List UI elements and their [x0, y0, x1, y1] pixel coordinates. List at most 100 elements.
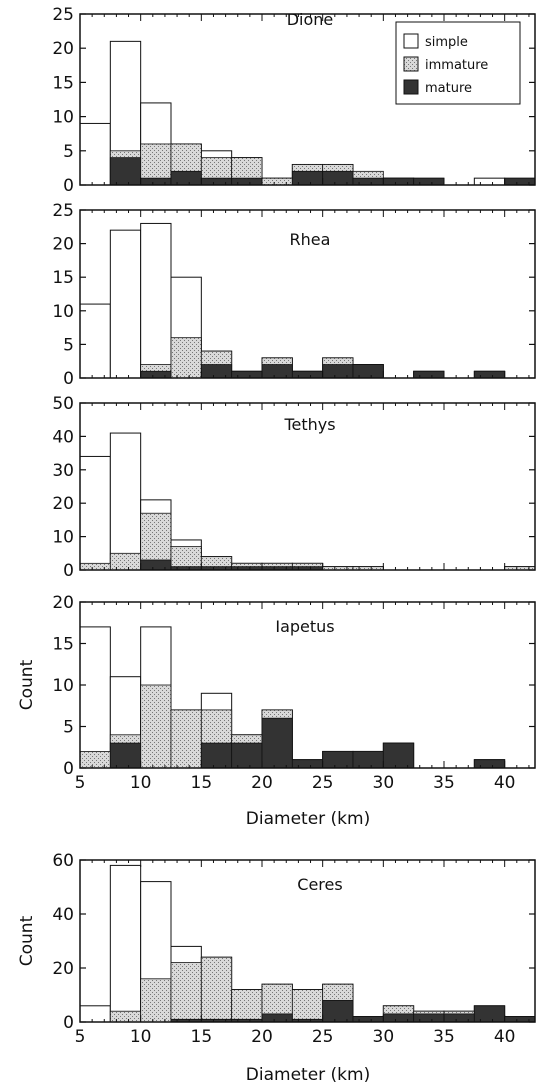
legend-swatch-simple: [403, 33, 419, 49]
y-tick-label: 30: [52, 461, 74, 481]
y-tick-label: 10: [52, 108, 74, 128]
legend: simple immature mature: [395, 21, 521, 105]
plot-frame: [79, 402, 536, 571]
legend-label-immature: immature: [425, 58, 488, 73]
y-tick-label: 20: [52, 235, 74, 255]
bar-immature: [231, 989, 263, 1023]
y-axis-title: Count: [17, 915, 37, 966]
bar-mature: [291, 170, 324, 186]
plot-frame: [79, 13, 536, 186]
x-tick-label: 25: [312, 1027, 334, 1047]
panel-title: Dione: [287, 10, 334, 29]
bar-mature: [473, 759, 506, 769]
bar-mature: [109, 742, 142, 769]
x-tick-label: 20: [251, 1027, 273, 1047]
legend-swatch-mature: [403, 79, 419, 95]
legend-swatch-immature: [403, 56, 419, 72]
bar-immature: [109, 1010, 142, 1023]
x-axis-title: Diameter (km): [246, 1065, 370, 1085]
y-tick-label: 10: [52, 528, 74, 548]
x-tick-label: 40: [494, 773, 516, 793]
bar-simple: [79, 626, 111, 769]
y-tick-label: 5: [63, 142, 74, 162]
x-tick-label: 25: [312, 773, 334, 793]
bar-mature: [231, 742, 263, 769]
bar-mature: [382, 1013, 415, 1023]
bar-mature: [231, 177, 263, 186]
y-tick-label: 0: [63, 1013, 74, 1033]
bar-immature: [170, 709, 202, 769]
legend-label-mature: mature: [425, 81, 472, 96]
bar-simple: [473, 177, 506, 186]
x-tick-label: 5: [75, 773, 86, 793]
bar-simple: [79, 122, 111, 186]
panel-tethys: 0 10 20 30 40 50 Tethys: [52, 394, 536, 581]
x-tick-label: 15: [191, 773, 213, 793]
bar-mature: [352, 751, 384, 769]
bar-mature: [322, 364, 354, 379]
bar-immature: [261, 177, 293, 186]
bar-immature: [79, 751, 111, 769]
bar-mature: [352, 364, 384, 379]
x-tick-label: 20: [251, 773, 273, 793]
y-tick-label: 5: [63, 335, 74, 355]
y-tick-label: 40: [52, 905, 74, 925]
bar-simple: [79, 455, 111, 571]
y-tick-label: 60: [52, 851, 74, 871]
y-tick-label: 5: [63, 718, 74, 738]
bar-mature: [261, 1013, 293, 1023]
y-tick-label: 0: [63, 561, 74, 581]
bar-mature: [473, 1005, 506, 1023]
bar-immature: [170, 962, 202, 1023]
bar-mature: [473, 370, 506, 379]
y-tick-label: 40: [52, 427, 74, 447]
y-tick-label: 0: [63, 176, 74, 196]
bar-mature: [291, 759, 324, 769]
plot-frame: [79, 859, 536, 1023]
bar-mature: [140, 559, 172, 571]
bar-mature: [413, 177, 445, 186]
bar-mature: [322, 170, 354, 186]
y-tick-label: 20: [52, 593, 74, 613]
bar-mature: [504, 1016, 536, 1023]
bar-immature: [291, 989, 324, 1023]
panel-ceres: 0 20 40 60 5 10 15 20 25 30 35 40 Ceres Diameter (km)…: [17, 851, 536, 1085]
bar-mature: [382, 742, 415, 769]
bar-simple: [79, 1005, 111, 1023]
bar-mature: [504, 177, 536, 186]
bar-mature: [261, 364, 293, 379]
bar-mature: [109, 157, 142, 186]
bar-immature: [140, 978, 172, 1023]
bar-immature: [109, 552, 142, 571]
panel-dione: 0 5 10 15 20 25 Dione: [52, 5, 536, 196]
bar-simple: [109, 432, 142, 571]
panel-rhea: 0 5 10 15 20 25 Rhea: [52, 201, 536, 389]
bar-mature: [140, 370, 172, 379]
bar-immature: [170, 337, 202, 379]
x-tick-label: 5: [75, 1027, 86, 1047]
bar-mature: [200, 177, 233, 186]
y-tick-label: 15: [52, 635, 74, 655]
bar-mature: [322, 1000, 354, 1023]
bar-immature: [79, 562, 111, 571]
y-tick-label: 20: [52, 494, 74, 514]
y-tick-label: 0: [63, 369, 74, 389]
bar-mature: [322, 751, 354, 769]
x-tick-label: 35: [433, 1027, 455, 1047]
panel-title: Rhea: [290, 230, 331, 249]
bar-mature: [382, 177, 415, 186]
bar-simple: [140, 222, 172, 379]
bar-immature: [140, 684, 172, 769]
y-tick-label: 0: [63, 759, 74, 779]
bar-mature: [200, 364, 233, 379]
y-tick-label: 15: [52, 268, 74, 288]
x-tick-label: 10: [130, 1027, 152, 1047]
bar-mature: [261, 717, 293, 769]
x-axis-title: Diameter (km): [246, 809, 370, 829]
x-tick-label: 30: [373, 773, 395, 793]
x-tick-label: 35: [433, 773, 455, 793]
bar-simple: [79, 303, 111, 379]
x-tick-label: 15: [191, 1027, 213, 1047]
